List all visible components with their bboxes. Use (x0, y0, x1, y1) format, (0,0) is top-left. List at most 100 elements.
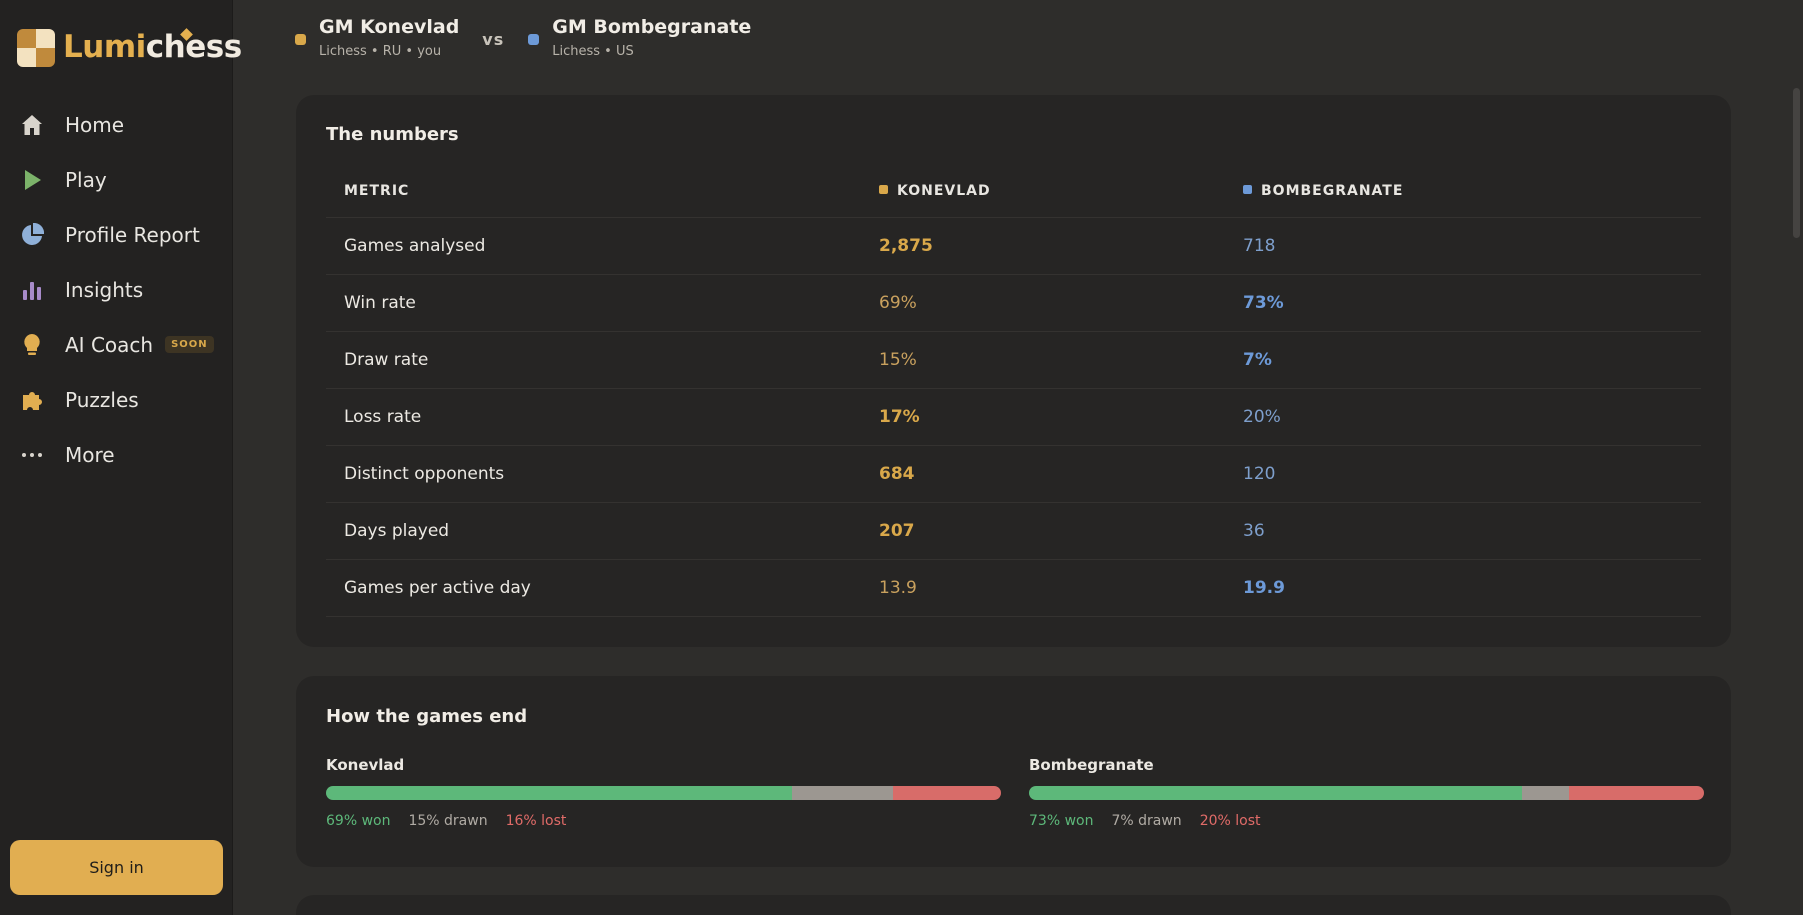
logo-text-part1: Lumi (63, 29, 146, 65)
p2-outcome-legend: 73% won 7% drawn 20% lost (1029, 813, 1704, 829)
sidebar-item-more[interactable]: More (0, 427, 233, 482)
p1-value-cell: 684 (879, 464, 915, 484)
metric-cell: Win rate (344, 293, 416, 313)
column-header-p2: BOMBEGRANATE (1243, 183, 1403, 199)
sidebar-item-label: Puzzles (65, 387, 139, 412)
p1-value-cell: 207 (879, 521, 915, 541)
sign-in-button[interactable]: Sign in (10, 840, 223, 895)
column-header-p2-label: BOMBEGRANATE (1261, 183, 1404, 199)
more-dots-icon (19, 442, 45, 468)
sidebar-item-label: More (65, 442, 115, 467)
table-row: Games analysed 2,875 718 (326, 218, 1701, 275)
player1-color-dot (295, 34, 306, 45)
page-scrollbar[interactable] (1789, 0, 1803, 915)
table-row: Win rate 69% 73% (326, 275, 1701, 332)
p2-endings-name: Bombegranate (1029, 756, 1154, 774)
p2-value-cell: 120 (1243, 464, 1276, 484)
p1-color-dot (879, 185, 888, 194)
sidebar-item-puzzles[interactable]: Puzzles (0, 372, 233, 427)
player1-name: GM Konevlad (319, 16, 460, 38)
scrollbar-thumb[interactable] (1793, 88, 1800, 238)
logo-text: Lumichess (63, 28, 242, 65)
player1-sub: Lichess • RU • you (319, 44, 442, 59)
sidebar-item-play[interactable]: Play (0, 152, 233, 207)
sidebar-item-home[interactable]: Home (0, 97, 233, 152)
p1-value-cell: 2,875 (879, 236, 933, 256)
game-endings-card: How the games end Konevlad 69% won 15% d… (296, 676, 1731, 867)
p2-value-cell: 7% (1243, 350, 1272, 370)
player2-name: GM Bombegranate (552, 16, 752, 38)
sidebar-item-ai-coach[interactable]: AI Coach SOON (0, 317, 233, 372)
table-row: Days played 207 36 (326, 503, 1701, 560)
metric-cell: Draw rate (344, 350, 429, 370)
metric-cell: Loss rate (344, 407, 422, 427)
p2-lost-segment (1569, 786, 1704, 800)
p2-value-cell: 73% (1243, 293, 1284, 313)
bar-chart-icon (19, 277, 45, 303)
p1-lost-label: 16% lost (505, 813, 567, 829)
p2-value-cell: 718 (1243, 236, 1276, 256)
p1-endings: Konevlad 69% won 15% drawn 16% lost (326, 756, 1001, 829)
metric-cell: Games analysed (344, 236, 486, 256)
metric-cell: Distinct opponents (344, 464, 505, 484)
comparison-header: GM Konevlad Lichess • RU • you vs GM Bom… (295, 16, 751, 59)
metric-cell: Games per active day (344, 578, 531, 598)
column-header-p1-label: KONEVLAD (897, 183, 991, 199)
player2: GM Bombegranate Lichess • US (528, 16, 751, 59)
p2-value-cell: 19.9 (1243, 578, 1285, 598)
p2-outcome-bar (1029, 786, 1704, 800)
p2-won-segment (1029, 786, 1522, 800)
sidebar-item-label: Home (65, 112, 125, 137)
table-row: Games per active day 13.9 19.9 (326, 560, 1701, 617)
metric-cell: Days played (344, 521, 450, 541)
vs-label: vs (482, 30, 505, 49)
home-icon (19, 112, 45, 138)
p1-drawn-segment (791, 786, 893, 800)
p1-value-cell: 69% (879, 293, 917, 313)
sidebar-item-label: Profile Report (65, 222, 200, 247)
p1-won-segment (326, 786, 792, 800)
player1: GM Konevlad Lichess • RU • you (295, 16, 459, 59)
game-endings-title: How the games end (326, 706, 528, 727)
numbers-title: The numbers (326, 124, 459, 145)
table-row: Loss rate 17% 20% (326, 389, 1701, 446)
logo-icon (17, 27, 55, 67)
sidebar-nav: Home Play Profile Report Insights AI Coa… (0, 97, 233, 482)
p2-value-cell: 36 (1243, 521, 1265, 541)
p1-outcome-bar (326, 786, 1001, 800)
sidebar-item-label: Insights (65, 277, 144, 302)
p2-color-dot (1243, 185, 1252, 194)
sidebar-item-profile-report[interactable]: Profile Report (0, 207, 233, 262)
logo-text-part2: chess (145, 29, 242, 65)
p1-lost-segment (893, 786, 1001, 800)
sidebar-item-label: AI Coach (65, 332, 154, 357)
logo[interactable]: Lumichess (17, 27, 242, 67)
numbers-table: METRIC KONEVLAD BOMBEGRANATE Games analy… (326, 165, 1701, 617)
play-icon (19, 167, 45, 193)
p1-value-cell: 15% (879, 350, 917, 370)
column-header-metric: METRIC (344, 183, 410, 199)
p2-endings: Bombegranate 73% won 7% drawn 20% lost (1029, 756, 1704, 829)
lightbulb-icon (19, 332, 45, 358)
soon-badge: SOON (165, 336, 214, 353)
p1-drawn-label: 15% drawn (408, 813, 488, 829)
player2-sub: Lichess • US (552, 44, 634, 59)
sidebar: Lumichess Home Play Profile Report (0, 0, 242, 915)
sidebar-item-label: Play (65, 167, 107, 192)
p2-drawn-segment (1521, 786, 1569, 800)
numbers-card: The numbers METRIC KONEVLAD BOMBEGRANATE… (296, 95, 1731, 647)
p1-won-label: 69% won (326, 813, 391, 829)
p2-value-cell: 20% (1243, 407, 1281, 427)
sidebar-item-insights[interactable]: Insights (0, 262, 233, 317)
table-header: METRIC KONEVLAD BOMBEGRANATE (326, 165, 1701, 218)
p1-value-cell: 13.9 (879, 578, 917, 598)
next-card (296, 895, 1731, 915)
player2-color-dot (528, 34, 540, 45)
table-row: Draw rate 15% 7% (326, 332, 1701, 389)
pie-chart-icon (19, 222, 45, 248)
puzzle-icon (19, 387, 45, 413)
table-row: Distinct opponents 684 120 (326, 446, 1701, 503)
p1-endings-name: Konevlad (326, 756, 405, 774)
p2-drawn-label: 7% drawn (1111, 813, 1182, 829)
column-header-p1: KONEVLAD (879, 183, 991, 199)
